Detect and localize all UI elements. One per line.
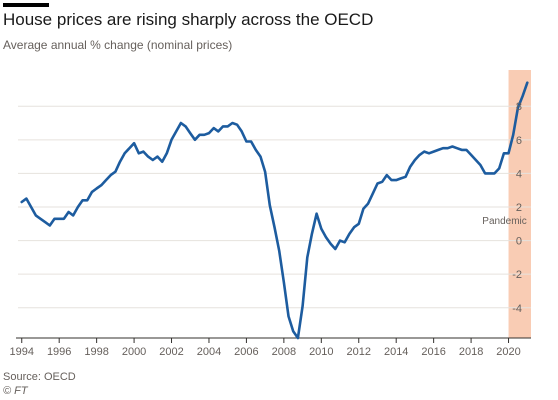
source-note: Source: OECD (3, 371, 76, 383)
series-line (20, 81, 529, 340)
axis-layer (16, 337, 531, 343)
y-tick-label: 8 (516, 101, 522, 113)
x-tick-label: 2014 (384, 346, 408, 358)
x-tick-label: 2008 (272, 346, 296, 358)
x-tick-label: 2016 (421, 346, 445, 358)
pandemic-band (508, 70, 531, 338)
x-tick-label: 2004 (197, 346, 221, 358)
y-tick-label: 2 (516, 202, 522, 214)
x-tick-label: 2000 (122, 346, 146, 358)
y-tick-label: 6 (516, 135, 522, 147)
x-tick-label: 2006 (234, 346, 258, 358)
pandemic-label: Pandemic (482, 216, 526, 227)
y-tick-label: 4 (516, 168, 522, 180)
y-tick-label: -4 (512, 303, 522, 315)
top-rule (3, 3, 49, 7)
x-tick-label: 1996 (47, 346, 71, 358)
chart-subtitle: Average annual % change (nominal prices) (3, 38, 233, 52)
x-tick-label: 2018 (459, 346, 483, 358)
shade-layer (508, 70, 531, 338)
x-tick-label: 1998 (84, 346, 108, 358)
y-tick-label: -2 (512, 269, 522, 281)
line-chart: Pandemic 8 6 4 2 0 -2 -4 1994 1996 1998 2000 2002 200… (10, 70, 531, 358)
x-tick-label: 1994 (10, 346, 34, 358)
x-tick-label: 2012 (347, 346, 371, 358)
y-tick-label: 0 (516, 236, 522, 248)
chart-title: House prices are rising sharply across t… (3, 10, 374, 29)
grid-layer (18, 105, 531, 309)
x-tick-label: 2010 (309, 346, 333, 358)
x-tick-label: 2002 (159, 346, 183, 358)
label-layer: Pandemic 8 6 4 2 0 -2 -4 1994 1996 1998 2000 2002 200… (10, 101, 527, 358)
credit-note: © FT (3, 385, 28, 397)
line-layer (20, 81, 529, 340)
x-tick-label: 2020 (496, 346, 520, 358)
